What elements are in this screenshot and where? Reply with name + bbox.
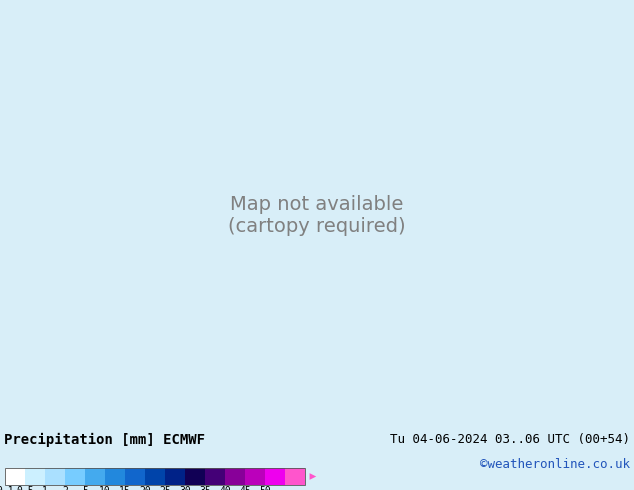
Text: 2: 2 <box>62 486 68 490</box>
Text: Map not available
(cartopy required): Map not available (cartopy required) <box>228 195 406 236</box>
Text: 50: 50 <box>259 486 271 490</box>
Text: 35: 35 <box>199 486 211 490</box>
Bar <box>245 468 265 485</box>
Bar <box>125 468 145 485</box>
Text: 5: 5 <box>82 486 88 490</box>
Bar <box>5 468 25 485</box>
Bar <box>205 468 225 485</box>
Bar <box>145 468 165 485</box>
Bar <box>185 468 205 485</box>
Bar <box>65 468 85 485</box>
Text: 25: 25 <box>159 486 171 490</box>
Text: ©weatheronline.co.uk: ©weatheronline.co.uk <box>480 458 630 471</box>
Bar <box>45 468 65 485</box>
Bar <box>5 468 305 485</box>
Text: 40: 40 <box>219 486 231 490</box>
Text: 0.1: 0.1 <box>0 486 14 490</box>
Text: 20: 20 <box>139 486 151 490</box>
Text: Tu 04-06-2024 03..06 UTC (00+54): Tu 04-06-2024 03..06 UTC (00+54) <box>390 433 630 446</box>
Bar <box>105 468 125 485</box>
Bar <box>165 468 185 485</box>
Text: 15: 15 <box>119 486 131 490</box>
Text: 0.5: 0.5 <box>16 486 34 490</box>
Bar <box>25 468 45 485</box>
Text: Precipitation [mm] ECMWF: Precipitation [mm] ECMWF <box>4 433 205 447</box>
Bar <box>85 468 105 485</box>
Text: 45: 45 <box>239 486 251 490</box>
Text: 10: 10 <box>99 486 111 490</box>
Bar <box>225 468 245 485</box>
Bar <box>285 468 305 485</box>
Text: 1: 1 <box>42 486 48 490</box>
Text: 30: 30 <box>179 486 191 490</box>
Bar <box>265 468 285 485</box>
